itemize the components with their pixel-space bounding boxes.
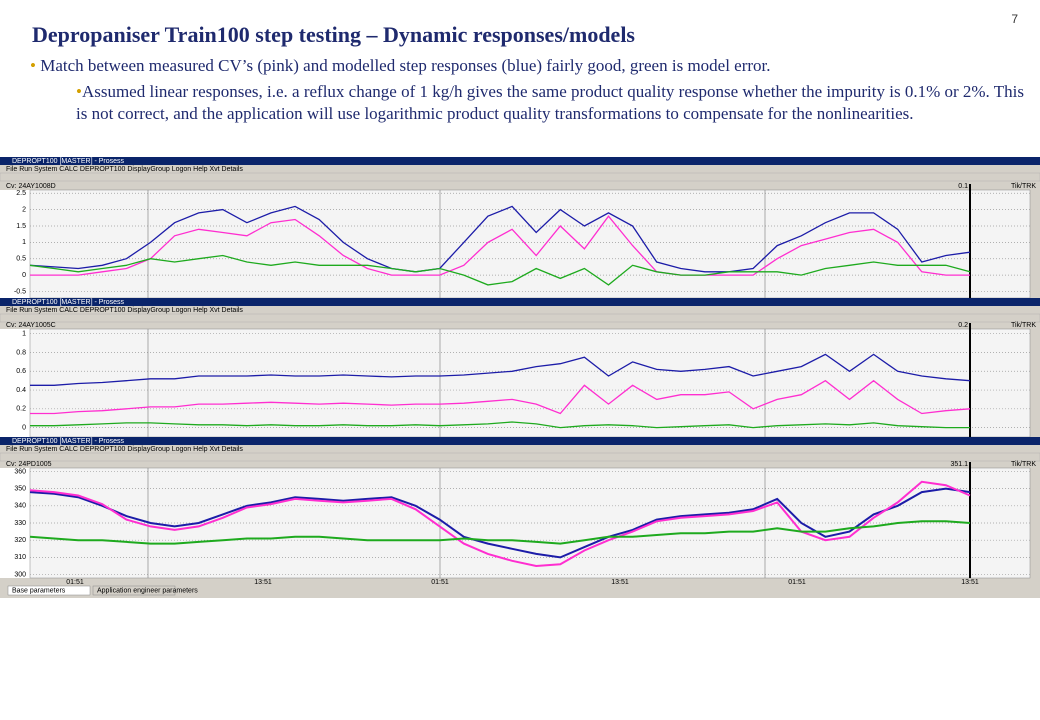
window-title: DEPROPT100 [MASTER] - Prosess bbox=[12, 438, 125, 445]
bullet-text: Assumed linear responses, i.e. a reflux … bbox=[76, 82, 1024, 123]
series-line bbox=[30, 353, 971, 386]
axis-area bbox=[0, 468, 30, 578]
axis-area bbox=[0, 329, 30, 437]
tab-label: Base parameters bbox=[12, 587, 66, 594]
y-tick-label: 330 bbox=[14, 520, 26, 527]
plot-area bbox=[29, 328, 1031, 438]
window-title-bar bbox=[0, 298, 1040, 306]
y-tick-label: 0.2 bbox=[16, 406, 26, 413]
x-tick-label: 01:51 bbox=[431, 579, 449, 586]
series-line bbox=[30, 379, 971, 415]
y-tick-label: 0.5 bbox=[16, 256, 26, 263]
y-tick-label: 340 bbox=[14, 503, 26, 510]
tab bbox=[92, 585, 176, 596]
cv-label: Cv: 24PD1005 bbox=[6, 461, 52, 468]
window-title-bar bbox=[0, 437, 1040, 445]
cursor-value: 351.1 bbox=[950, 461, 968, 468]
cursor-value: 0.1 bbox=[958, 183, 968, 190]
tab-label: Application engineer parameters bbox=[97, 587, 198, 594]
bullet: • Match between measured CV’s (pink) and… bbox=[30, 56, 771, 75]
series-line bbox=[29, 205, 971, 273]
y-tick-label: 0 bbox=[22, 272, 26, 279]
y-tick-label: 1 bbox=[22, 331, 26, 338]
y-tick-label: 0 bbox=[22, 424, 26, 431]
page-number: 7 bbox=[1011, 12, 1018, 26]
y-tick-label: 320 bbox=[14, 537, 26, 544]
series-line bbox=[30, 421, 970, 429]
cv-label: Cv: 24AY1008D bbox=[6, 183, 56, 190]
bullet: •Assumed linear responses, i.e. a reflux… bbox=[76, 82, 1024, 123]
mode-label: Tik/TRK bbox=[1011, 461, 1036, 468]
toolbar bbox=[0, 313, 1040, 323]
y-tick-label: 360 bbox=[14, 468, 26, 475]
y-tick-label: 1.5 bbox=[16, 223, 26, 230]
x-tick-label: 13:51 bbox=[254, 579, 272, 586]
y-tick-label: 0.4 bbox=[16, 387, 26, 394]
x-tick-label: 01:51 bbox=[66, 579, 84, 586]
menu-bar: File Run System CALC DEPROPT100 DisplayG… bbox=[6, 307, 243, 314]
x-tick-label: 13:51 bbox=[961, 579, 979, 586]
window-title: DEPROPT100 [MASTER] - Prosess bbox=[12, 158, 125, 165]
y-tick-label: 350 bbox=[14, 485, 26, 492]
mode-label: Tik/TRK bbox=[1011, 322, 1036, 329]
series-line bbox=[29, 520, 971, 545]
series-line bbox=[29, 480, 971, 568]
y-tick-label: 0.6 bbox=[16, 368, 26, 375]
y-tick-label: 2 bbox=[22, 206, 26, 213]
slide-title: Depropaniser Train100 step testing – Dyn… bbox=[32, 22, 635, 47]
y-tick-label: 1 bbox=[22, 239, 26, 246]
y-tick-label: -0.5 bbox=[14, 288, 26, 295]
tab bbox=[7, 585, 91, 596]
y-tick-label: 300 bbox=[14, 571, 26, 578]
menu-bar: File Run System CALC DEPROPT100 DisplayG… bbox=[6, 446, 243, 453]
mode-label: Tik/TRK bbox=[1011, 183, 1036, 190]
toolbar bbox=[0, 452, 1040, 462]
cv-label: Cv: 24AY1005C bbox=[6, 322, 56, 329]
menu-bar: File Run System CALC DEPROPT100 DisplayG… bbox=[6, 166, 243, 173]
y-tick-label: 310 bbox=[14, 554, 26, 561]
series-line bbox=[29, 254, 971, 286]
y-tick-label: 0.8 bbox=[16, 349, 26, 356]
window-title-bar bbox=[0, 157, 1040, 165]
plot-area bbox=[29, 189, 1031, 299]
cursor-value: 0.2 bbox=[958, 322, 968, 329]
axis-area bbox=[0, 190, 30, 298]
y-tick-label: 2.5 bbox=[16, 190, 26, 197]
toolbar bbox=[0, 172, 1040, 182]
x-tick-label: 01:51 bbox=[788, 579, 806, 586]
bullet-text: Match between measured CV’s (pink) and m… bbox=[40, 56, 771, 75]
x-tick-label: 13:51 bbox=[611, 579, 629, 586]
series-line bbox=[30, 215, 970, 276]
series-line bbox=[29, 487, 971, 559]
window-title: DEPROPT100 [MASTER] - Prosess bbox=[12, 299, 125, 306]
